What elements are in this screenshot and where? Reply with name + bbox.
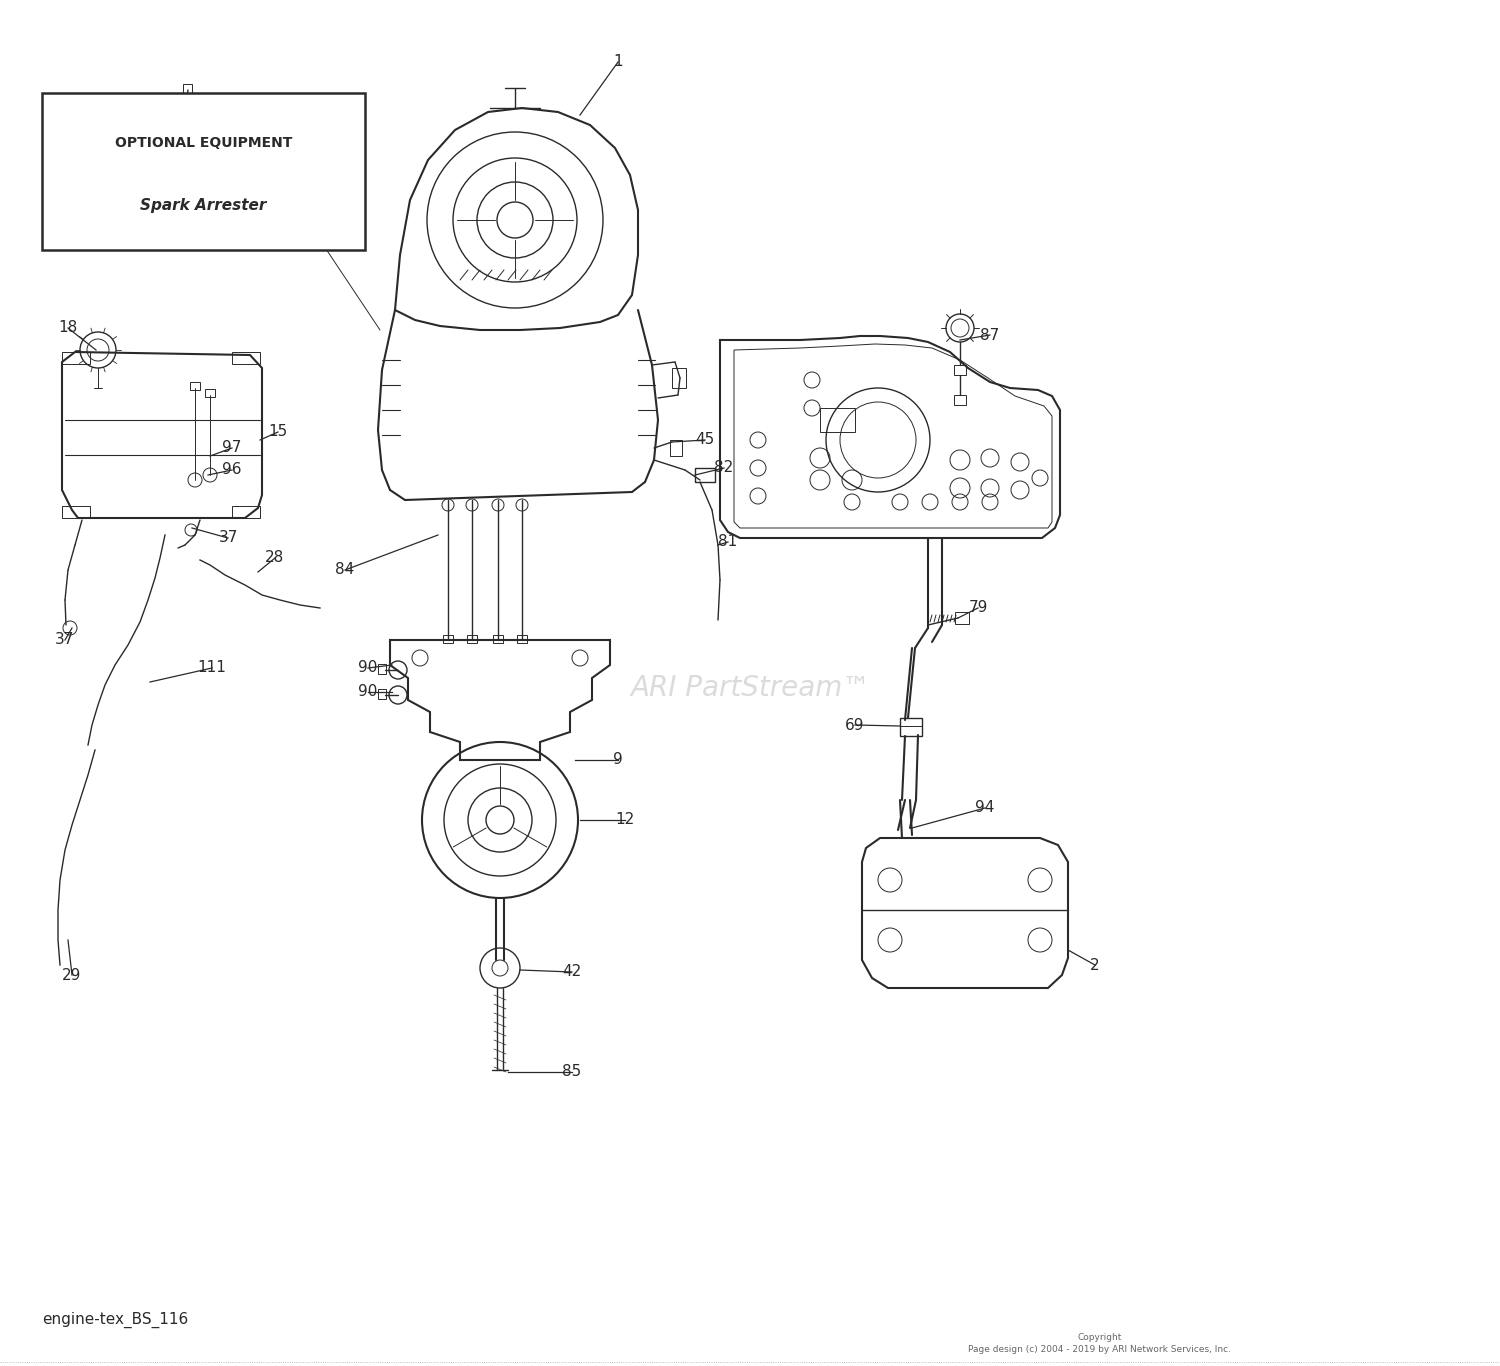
Text: 90: 90 [358, 661, 378, 676]
Text: 45: 45 [696, 433, 714, 448]
Bar [466, 635, 477, 643]
Bar [442, 635, 453, 643]
Bar [821, 408, 855, 432]
Text: 2: 2 [1090, 958, 1100, 973]
Text: 1: 1 [614, 55, 622, 70]
Bar [954, 365, 966, 376]
Text: 12: 12 [615, 813, 634, 828]
Text: 79: 79 [969, 601, 987, 616]
Text: 96: 96 [222, 463, 242, 478]
Text: 15: 15 [268, 425, 288, 440]
Text: 90: 90 [358, 684, 378, 699]
Bar [900, 719, 922, 736]
Text: 21: 21 [72, 105, 92, 119]
Text: Page design (c) 2004 - 2019 by ARI Network Services, Inc.: Page design (c) 2004 - 2019 by ARI Netwo… [969, 1346, 1232, 1355]
Text: 18: 18 [58, 321, 78, 336]
Text: 85: 85 [562, 1064, 582, 1079]
Text: 87: 87 [981, 328, 999, 343]
Bar [62, 505, 90, 518]
Bar [189, 112, 196, 124]
Text: 9: 9 [614, 753, 622, 768]
Text: 84: 84 [336, 563, 354, 578]
Text: 37: 37 [56, 632, 75, 647]
Bar [183, 83, 192, 96]
Bar [518, 635, 526, 643]
Bar [670, 440, 682, 456]
Text: 37: 37 [219, 530, 237, 545]
Bar [42, 93, 364, 250]
Text: 97: 97 [222, 440, 242, 455]
Text: 29: 29 [63, 967, 81, 982]
Bar [232, 505, 260, 518]
Bar [494, 635, 502, 643]
Text: 94: 94 [975, 800, 994, 816]
Text: 20: 20 [120, 187, 140, 202]
Bar [672, 367, 686, 388]
Text: 28: 28 [266, 550, 285, 566]
Bar [190, 382, 200, 391]
Bar [378, 664, 386, 673]
Text: ARI PartStream™: ARI PartStream™ [630, 673, 870, 702]
Text: Spark Arrester: Spark Arrester [140, 198, 267, 213]
Text: OPTIONAL EQUIPMENT: OPTIONAL EQUIPMENT [114, 137, 292, 150]
Text: 42: 42 [562, 964, 582, 979]
Bar [62, 352, 90, 363]
Text: 69: 69 [846, 717, 864, 732]
Text: 111: 111 [198, 661, 226, 676]
Bar [206, 389, 214, 398]
Bar [954, 395, 966, 404]
Text: 81: 81 [718, 534, 738, 549]
Text: Copyright: Copyright [1078, 1333, 1122, 1343]
Text: engine-tex_BS_116: engine-tex_BS_116 [42, 1311, 189, 1328]
Text: 82: 82 [714, 460, 734, 475]
Bar [694, 469, 715, 482]
Bar [378, 688, 386, 699]
Bar [956, 612, 969, 624]
Bar [232, 352, 260, 363]
